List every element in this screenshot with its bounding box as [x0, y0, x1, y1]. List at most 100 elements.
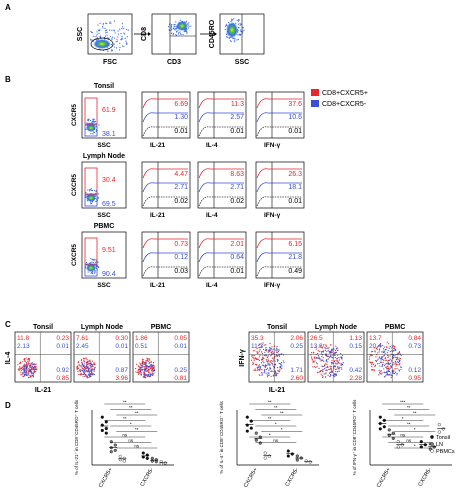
event-dot: [256, 366, 258, 368]
d-data-point: [104, 431, 108, 435]
event-dot: [265, 354, 267, 356]
c-left-xlabel: IL-21: [35, 387, 51, 394]
event-dot: [243, 29, 245, 31]
event-dot: [337, 363, 339, 365]
c-value-ur-blue: 0.73: [408, 343, 421, 350]
event-dot: [188, 25, 190, 28]
event-dot: [96, 33, 98, 35]
event-dot: [20, 374, 22, 376]
event-dot: [79, 373, 81, 375]
event-dot: [374, 365, 376, 367]
event-dot: [111, 49, 113, 51]
event-dot: [328, 357, 331, 359]
event-dot: [149, 365, 151, 367]
event-dot: [87, 120, 89, 122]
event-dot: [261, 372, 263, 374]
event-dot: [320, 373, 322, 375]
event-dot: [184, 30, 186, 32]
event-dot: [179, 31, 181, 33]
event-dot: [229, 40, 231, 42]
event-dot: [145, 368, 147, 370]
d-sig-label: ***: [400, 400, 406, 405]
event-dot: [113, 46, 116, 48]
event-dot: [370, 362, 372, 364]
b-density-core: [86, 124, 96, 132]
event-dot: [101, 25, 104, 27]
b-gate-neg-value: 69.5: [102, 201, 116, 208]
event-dot: [331, 369, 333, 372]
event-dot: [111, 38, 113, 40]
b-hist-value-neg: 21.8: [288, 254, 302, 261]
event-dot: [333, 366, 335, 368]
event-dot: [278, 362, 280, 365]
event-dot: [268, 374, 270, 376]
event-dot: [260, 362, 263, 364]
event-dot: [86, 119, 89, 121]
event-dot: [84, 375, 86, 378]
event-dot: [337, 349, 339, 351]
event-dot: [237, 20, 240, 22]
event-dot: [82, 373, 84, 375]
event-dot: [121, 35, 123, 38]
d-legend-label: Tonsil: [436, 435, 450, 441]
d-data-point: [145, 456, 149, 460]
event-dot: [149, 367, 151, 370]
event-dot: [270, 359, 272, 362]
event-dot: [382, 359, 385, 361]
event-dot: [79, 369, 81, 371]
event-dot: [142, 372, 144, 374]
c-value-ur-red: 1.13: [349, 335, 362, 342]
event-dot: [278, 354, 280, 356]
event-dot: [251, 355, 254, 357]
event-dot: [320, 351, 323, 353]
b-hist-curve: [256, 252, 302, 263]
b-hist-curve: [142, 112, 188, 123]
a-y-label: SSC: [77, 27, 84, 41]
event-dot: [78, 369, 80, 371]
event-dot: [280, 363, 282, 366]
event-dot: [170, 25, 173, 27]
event-dot: [97, 266, 100, 268]
b-hist-curve: [142, 238, 188, 249]
c-value-lr-blue: 0.12: [408, 367, 421, 374]
event-dot: [319, 345, 321, 348]
event-dot: [148, 369, 150, 371]
event-dot: [387, 361, 389, 363]
event-dot: [326, 363, 328, 366]
c-value-ul-red: 7.61: [76, 335, 89, 342]
event-dot: [170, 26, 173, 28]
event-dot: [394, 368, 396, 370]
event-dot: [253, 369, 255, 371]
event-dot: [340, 366, 342, 369]
b-dot-ylabel: CXCR5: [71, 104, 78, 126]
event-dot: [327, 349, 329, 351]
event-dot: [25, 365, 27, 367]
event-dot: [145, 362, 147, 364]
event-dot: [340, 364, 342, 367]
a-x-label: SSC: [235, 59, 249, 66]
event-dot: [144, 373, 146, 375]
d-sig-label: **: [123, 416, 127, 421]
event-dot: [266, 367, 268, 369]
d-sig-label: *: [402, 416, 404, 421]
event-dot: [28, 370, 30, 372]
event-dot: [319, 344, 321, 346]
event-dot: [106, 31, 108, 33]
b-hist-curve: [256, 126, 302, 137]
d-category-label: CXCR5-: [285, 467, 301, 488]
event-dot: [271, 349, 273, 351]
event-dot: [85, 196, 87, 198]
event-dot: [29, 365, 31, 367]
event-dot: [261, 357, 264, 359]
c-plot-title: Lymph Node: [81, 324, 123, 331]
event-dot: [89, 360, 91, 362]
event-dot: [152, 364, 155, 366]
event-dot: [324, 363, 326, 366]
event-dot: [86, 371, 88, 373]
d-data-point: [437, 430, 441, 434]
event-dot: [92, 373, 94, 375]
d-data-point: [113, 443, 117, 447]
event-dot: [26, 372, 28, 374]
event-dot: [329, 355, 331, 358]
event-dot: [325, 362, 327, 364]
